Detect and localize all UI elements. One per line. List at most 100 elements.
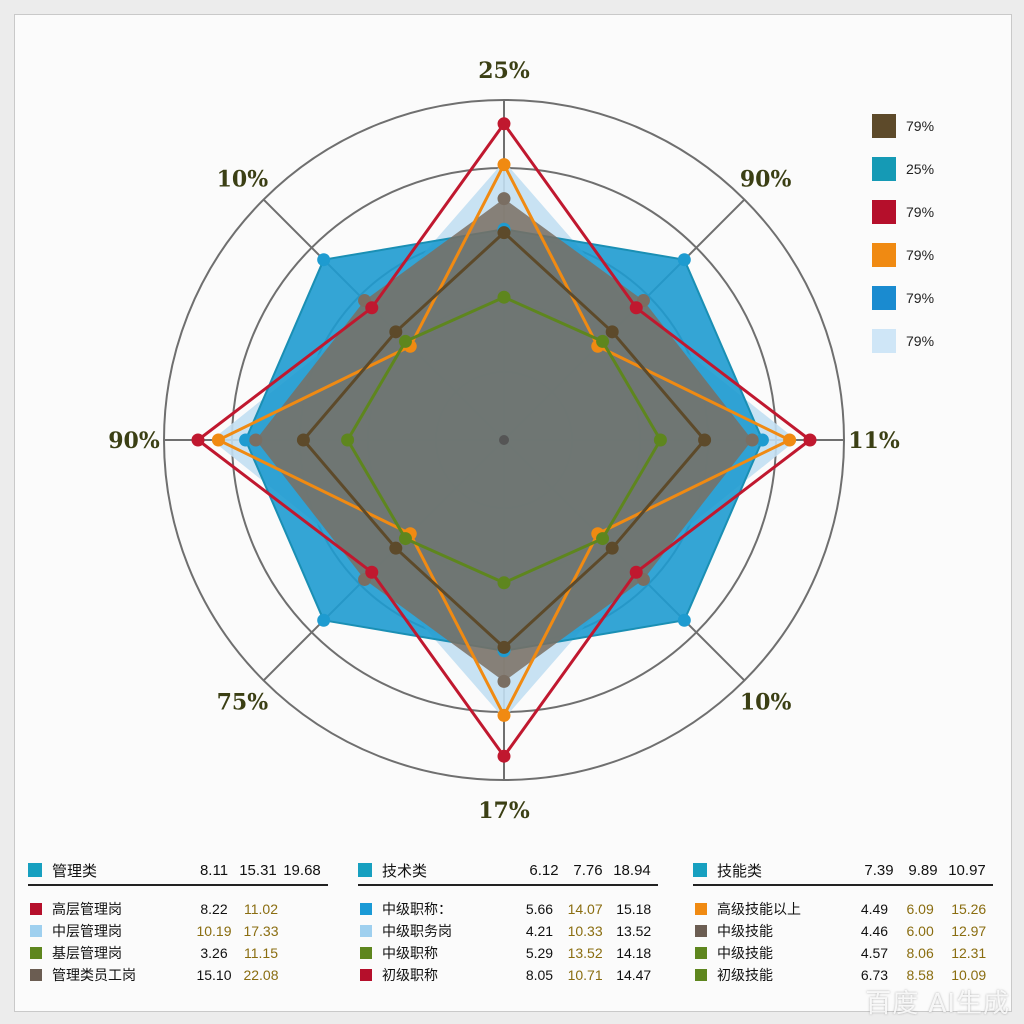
data-point (389, 541, 403, 555)
table-row: 高级技能以上 4.49 6.09 15.26 (693, 898, 993, 920)
legend-label: 25% (906, 160, 935, 177)
data-point (191, 433, 205, 447)
row-value: 8.58 (906, 967, 934, 983)
row-value: 14.47 (616, 967, 652, 983)
row-value: 14.18 (616, 945, 652, 961)
data-tables: 管理类 8.11 15.31 19.68 高层管理岗 8.22 11.02 中层管理… (28, 856, 998, 996)
legend-label: 79% (906, 117, 935, 134)
axis-label: 10% (217, 166, 269, 192)
row-name: 中级技能 (717, 946, 773, 962)
data-point (365, 301, 379, 315)
table-technical: 技术类 6.12 7.76 18.94 中级职称： 5.66 14.07 15.18 … (358, 856, 658, 986)
data-point (596, 532, 610, 546)
data-point (605, 541, 619, 555)
table-row: 中级职务岗 4.21 10.33 13.52 (358, 920, 658, 942)
data-point (398, 334, 412, 348)
legend: 79% 25% 79% 79% 79% 79% (872, 104, 982, 362)
data-point (605, 325, 619, 339)
row-swatch (695, 903, 707, 915)
row-name: 中级技能 (717, 924, 773, 940)
axis-label: 75% (217, 690, 269, 716)
row-name: 初级技能 (717, 968, 773, 984)
row-swatch (695, 969, 707, 981)
row-value: 4.46 (860, 923, 889, 939)
data-point (497, 158, 511, 172)
row-name: 基层管理岗 (52, 946, 122, 962)
row-value: 10.33 (567, 923, 603, 939)
legend-item: 79% (872, 319, 982, 362)
legend-label: 79% (906, 289, 935, 306)
data-point (317, 613, 331, 627)
row-value: 3.26 (200, 945, 228, 961)
table-header: 技能类 7.39 9.89 10.97 (693, 856, 993, 886)
data-point (803, 433, 817, 447)
axis-label: 90% (108, 428, 160, 454)
legend-label: 79% (906, 332, 935, 349)
data-point (497, 290, 511, 304)
legend-item: 79% (872, 233, 982, 276)
data-point (653, 433, 667, 447)
category-swatch (693, 863, 707, 877)
table-header: 技术类 6.12 7.76 18.94 (358, 856, 658, 886)
legend-swatch (872, 156, 896, 181)
table-skills: 技能类 7.39 9.89 10.97 高级技能以上 4.49 6.09 15.26 … (693, 856, 993, 986)
row-name: 高级技能以上 (717, 902, 801, 918)
row-value: 15.10 (196, 967, 232, 983)
row-swatch (30, 903, 42, 915)
data-point (497, 674, 511, 688)
header-value: 18.94 (613, 861, 651, 879)
axis-label: 90% (740, 166, 792, 192)
row-name: 高层管理岗 (52, 902, 122, 918)
row-value: 11.15 (244, 945, 278, 961)
row-swatch (360, 903, 372, 915)
row-name: 管理类员工岗 (52, 968, 136, 984)
row-name: 中级职称 (382, 946, 438, 962)
data-point (497, 192, 511, 206)
table-row: 中级技能 4.46 6.00 12.97 (693, 920, 993, 942)
table-row: 中级技能 4.57 8.06 12.31 (693, 942, 993, 964)
data-point (596, 334, 610, 348)
row-value: 5.29 (525, 945, 554, 961)
data-point (698, 433, 712, 447)
row-value: 10.09 (951, 967, 987, 983)
row-value: 8.06 (906, 945, 934, 961)
data-point (296, 433, 310, 447)
data-point (497, 749, 511, 763)
legend-item: 79% (872, 276, 982, 319)
table-row: 中级职称： 5.66 14.07 15.18 (358, 898, 658, 920)
axis-label: 25% (478, 58, 530, 84)
legend-swatch (872, 199, 896, 224)
data-point (365, 565, 379, 579)
legend-swatch (872, 328, 896, 353)
data-point (341, 433, 355, 447)
row-name: 初级职称 (382, 968, 438, 984)
legend-swatch (872, 285, 896, 310)
category-name: 技术类 (382, 861, 428, 880)
data-point (755, 433, 769, 447)
row-value: 5.66 (525, 901, 554, 917)
row-name: 中级职称： (382, 902, 452, 918)
table-row: 中级职称 5.29 13.52 14.18 (358, 942, 658, 964)
row-value: 10.19 (196, 923, 232, 939)
table-row: 初级职称 8.05 10.71 14.47 (358, 964, 658, 986)
row-value: 15.18 (616, 901, 652, 917)
row-value: 13.52 (567, 945, 603, 961)
data-point (249, 433, 263, 447)
row-value: 22.08 (243, 967, 279, 983)
legend-swatch (872, 113, 896, 138)
row-value: 10.71 (567, 967, 603, 983)
legend-label: 79% (906, 246, 935, 263)
table-header: 管理类 8.11 15.31 19.68 (28, 856, 328, 886)
row-value: 13.52 (616, 923, 652, 939)
row-swatch (695, 947, 707, 959)
header-value: 19.68 (283, 861, 321, 879)
table-row: 初级技能 6.73 8.58 10.09 (693, 964, 993, 986)
row-swatch (360, 925, 372, 937)
row-name: 中层管理岗 (52, 924, 122, 940)
row-name: 中级职务岗 (382, 924, 452, 940)
row-value: 17.33 (243, 923, 279, 939)
data-point (677, 613, 691, 627)
row-swatch (360, 969, 372, 981)
row-swatch (30, 969, 42, 981)
row-value: 4.21 (525, 923, 554, 939)
